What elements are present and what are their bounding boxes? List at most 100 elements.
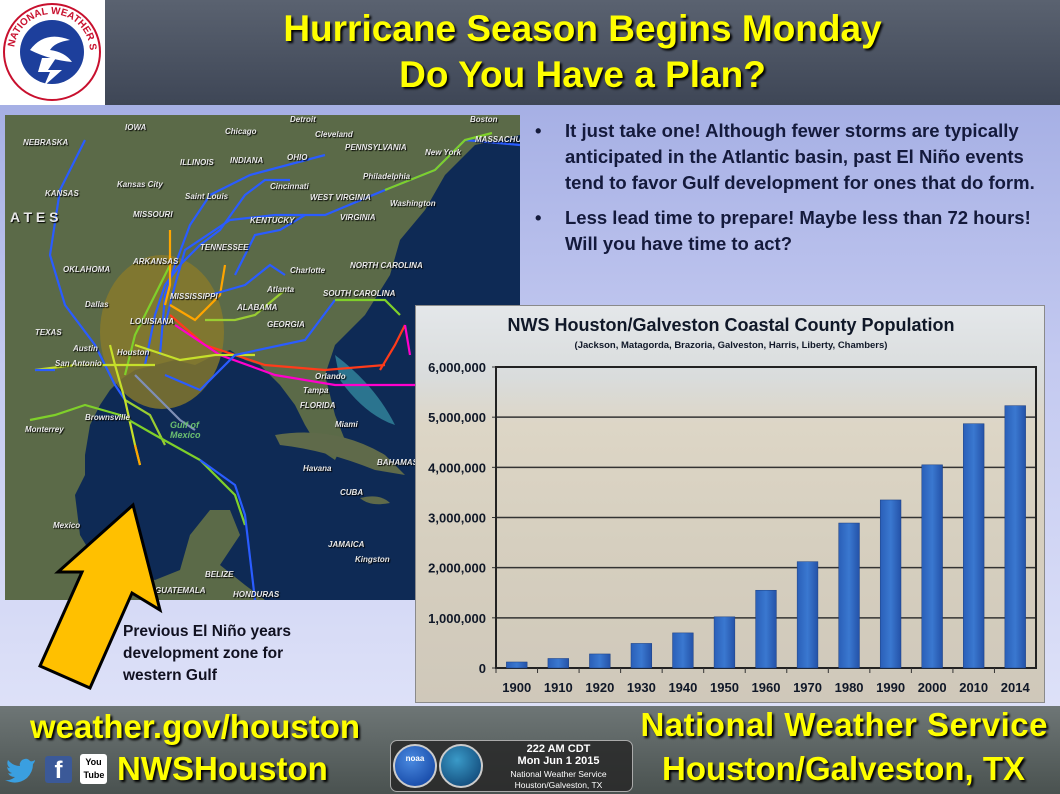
map-label: San Antonio [55, 359, 102, 368]
bullet-dot: • [535, 207, 542, 228]
bar-1910 [547, 658, 569, 669]
badge-time: 222 AM CDT [526, 743, 591, 755]
bar-2014 [1004, 405, 1026, 669]
map-label: TEXAS [35, 328, 62, 337]
y-tick-label: 1,000,000 [428, 611, 486, 626]
bar-1920 [589, 653, 611, 669]
map-label: Gulf of Mexico [170, 420, 201, 440]
footer-office: Houston/Galveston, TX [662, 750, 1026, 787]
y-tick-label: 0 [479, 661, 486, 676]
bahamas-shallows [335, 355, 395, 425]
title-line-2: Do You Have a Plan? [399, 54, 766, 95]
map-label: Monterrey [25, 425, 64, 434]
map-label: KANSAS [45, 189, 79, 198]
y-tick-label: 4,000,000 [428, 460, 486, 475]
map-label: BAHAMAS [377, 458, 418, 467]
header-banner: NATIONAL WEATHER SERVICE Hurricane Seaso… [0, 0, 1060, 105]
x-tick-label: 1930 [627, 680, 656, 695]
map-label: CUBA [340, 488, 364, 497]
title-line-1: Hurricane Season Begins Monday [283, 8, 882, 49]
map-label: A T E S [10, 209, 59, 225]
map-label: Boston [470, 115, 498, 124]
map-label: Atlanta [267, 285, 295, 294]
map-label: Kansas City [117, 180, 163, 189]
annotation-line: development zone for [123, 645, 284, 662]
annotation-line: Previous El Niño years [123, 623, 291, 640]
youtube-icon[interactable]: You Tube [80, 754, 107, 784]
x-tick-label: 1900 [502, 680, 531, 695]
map-label: New York [425, 148, 462, 157]
population-chart: NWS Houston/Galveston Coastal County Pop… [415, 305, 1045, 703]
map-label: NEBRASKA [23, 138, 69, 147]
map-label: Detroit [290, 115, 316, 124]
twitter-handle[interactable]: NWSHouston [117, 750, 328, 787]
bar-1960 [755, 589, 777, 669]
map-label: WEST VIRGINIA [310, 193, 371, 202]
map-label: SOUTH CAROLINA [323, 289, 396, 298]
annotation-line: western Gulf [123, 667, 217, 684]
land-cuba [275, 432, 405, 475]
map-label: Cleveland [315, 130, 353, 139]
bullet-list: • It just take one! Although fewer storms… [535, 118, 1035, 266]
map-label: Havana [303, 464, 332, 473]
map-label: MASSACHUS [475, 135, 520, 144]
x-tick-label: 2010 [959, 680, 988, 695]
bar-1940 [672, 632, 694, 669]
map-label: KENTUCKY [250, 216, 295, 225]
x-tick-label: 2014 [1001, 680, 1031, 695]
bullet-item: • Less lead time to prepare! Maybe less t… [535, 205, 1035, 257]
x-tick-label: 1990 [876, 680, 905, 695]
website-link[interactable]: weather.gov/houston [30, 708, 361, 745]
twitter-icon[interactable] [5, 756, 37, 784]
x-tick-label: 1910 [544, 680, 573, 695]
map-label: NORTH CAROLINA [350, 261, 423, 270]
x-tick-label: 1970 [793, 680, 822, 695]
map-label: TENNESSEE [200, 243, 249, 252]
map-label: GUATEMALA [155, 586, 206, 595]
map-label: MISSOURI [133, 210, 173, 219]
x-tick-label: 2000 [918, 680, 947, 695]
noaa-logo: noaa [393, 744, 437, 788]
map-label: Washington [390, 199, 436, 208]
map-label: Dallas [85, 300, 109, 309]
noaa-logo-text: noaa [405, 754, 425, 763]
bar-1980 [838, 522, 860, 669]
badge-org: National Weather Service [510, 769, 607, 779]
bullet-text: Less lead time to prepare! Maybe less th… [565, 207, 1031, 254]
bar-2000 [921, 464, 943, 669]
youtube-icon-text: You Tube [83, 757, 105, 780]
map-label: MISSISSIPPI [170, 292, 218, 301]
map-label: LOUISIANA [130, 317, 174, 326]
map-label: Chicago [225, 127, 257, 136]
bar-2010 [963, 423, 985, 669]
nws-logo: NATIONAL WEATHER SERVICE [0, 0, 105, 105]
map-label: GEORGIA [267, 320, 305, 329]
facebook-icon[interactable]: f [45, 756, 72, 784]
map-label: Cincinnati [270, 182, 309, 191]
map-label: JAMAICA [328, 540, 365, 549]
map-label: Orlando [315, 372, 346, 381]
x-tick-label: 1940 [668, 680, 697, 695]
map-label: INDIANA [230, 156, 264, 165]
map-label: OKLAHOMA [63, 265, 111, 274]
nws-badge-logo [439, 744, 483, 788]
badge-office: Houston/Galveston, TX [514, 780, 603, 790]
map-label: ALABAMA [237, 303, 278, 312]
chart-subtitle: (Jackson, Matagorda, Brazoria, Galveston… [574, 340, 888, 351]
bar-1930 [630, 643, 653, 669]
map-label: FLORIDA [300, 401, 336, 410]
map-label: BELIZE [205, 570, 234, 579]
chart-plot: 0 1,000,000 2,000,000 3,000,000 4,000,000 5,0… [428, 360, 1037, 695]
development-zone-annotation: Previous El Niño years development zone … [123, 621, 291, 687]
map-label: Houston [117, 348, 150, 357]
badge-date: Mon Jun 1 2015 [517, 755, 600, 767]
bar-1990 [879, 499, 902, 669]
land-jamaica [360, 496, 390, 505]
map-label: ILLINOIS [180, 158, 214, 167]
map-label: Austin [73, 344, 98, 353]
x-tick-label: 1960 [752, 680, 781, 695]
bullet-text: It just take one! Although fewer storms … [565, 120, 1035, 193]
land-us [5, 115, 520, 600]
x-tick-label: 1920 [585, 680, 614, 695]
footer-org: National Weather Service [640, 706, 1048, 743]
